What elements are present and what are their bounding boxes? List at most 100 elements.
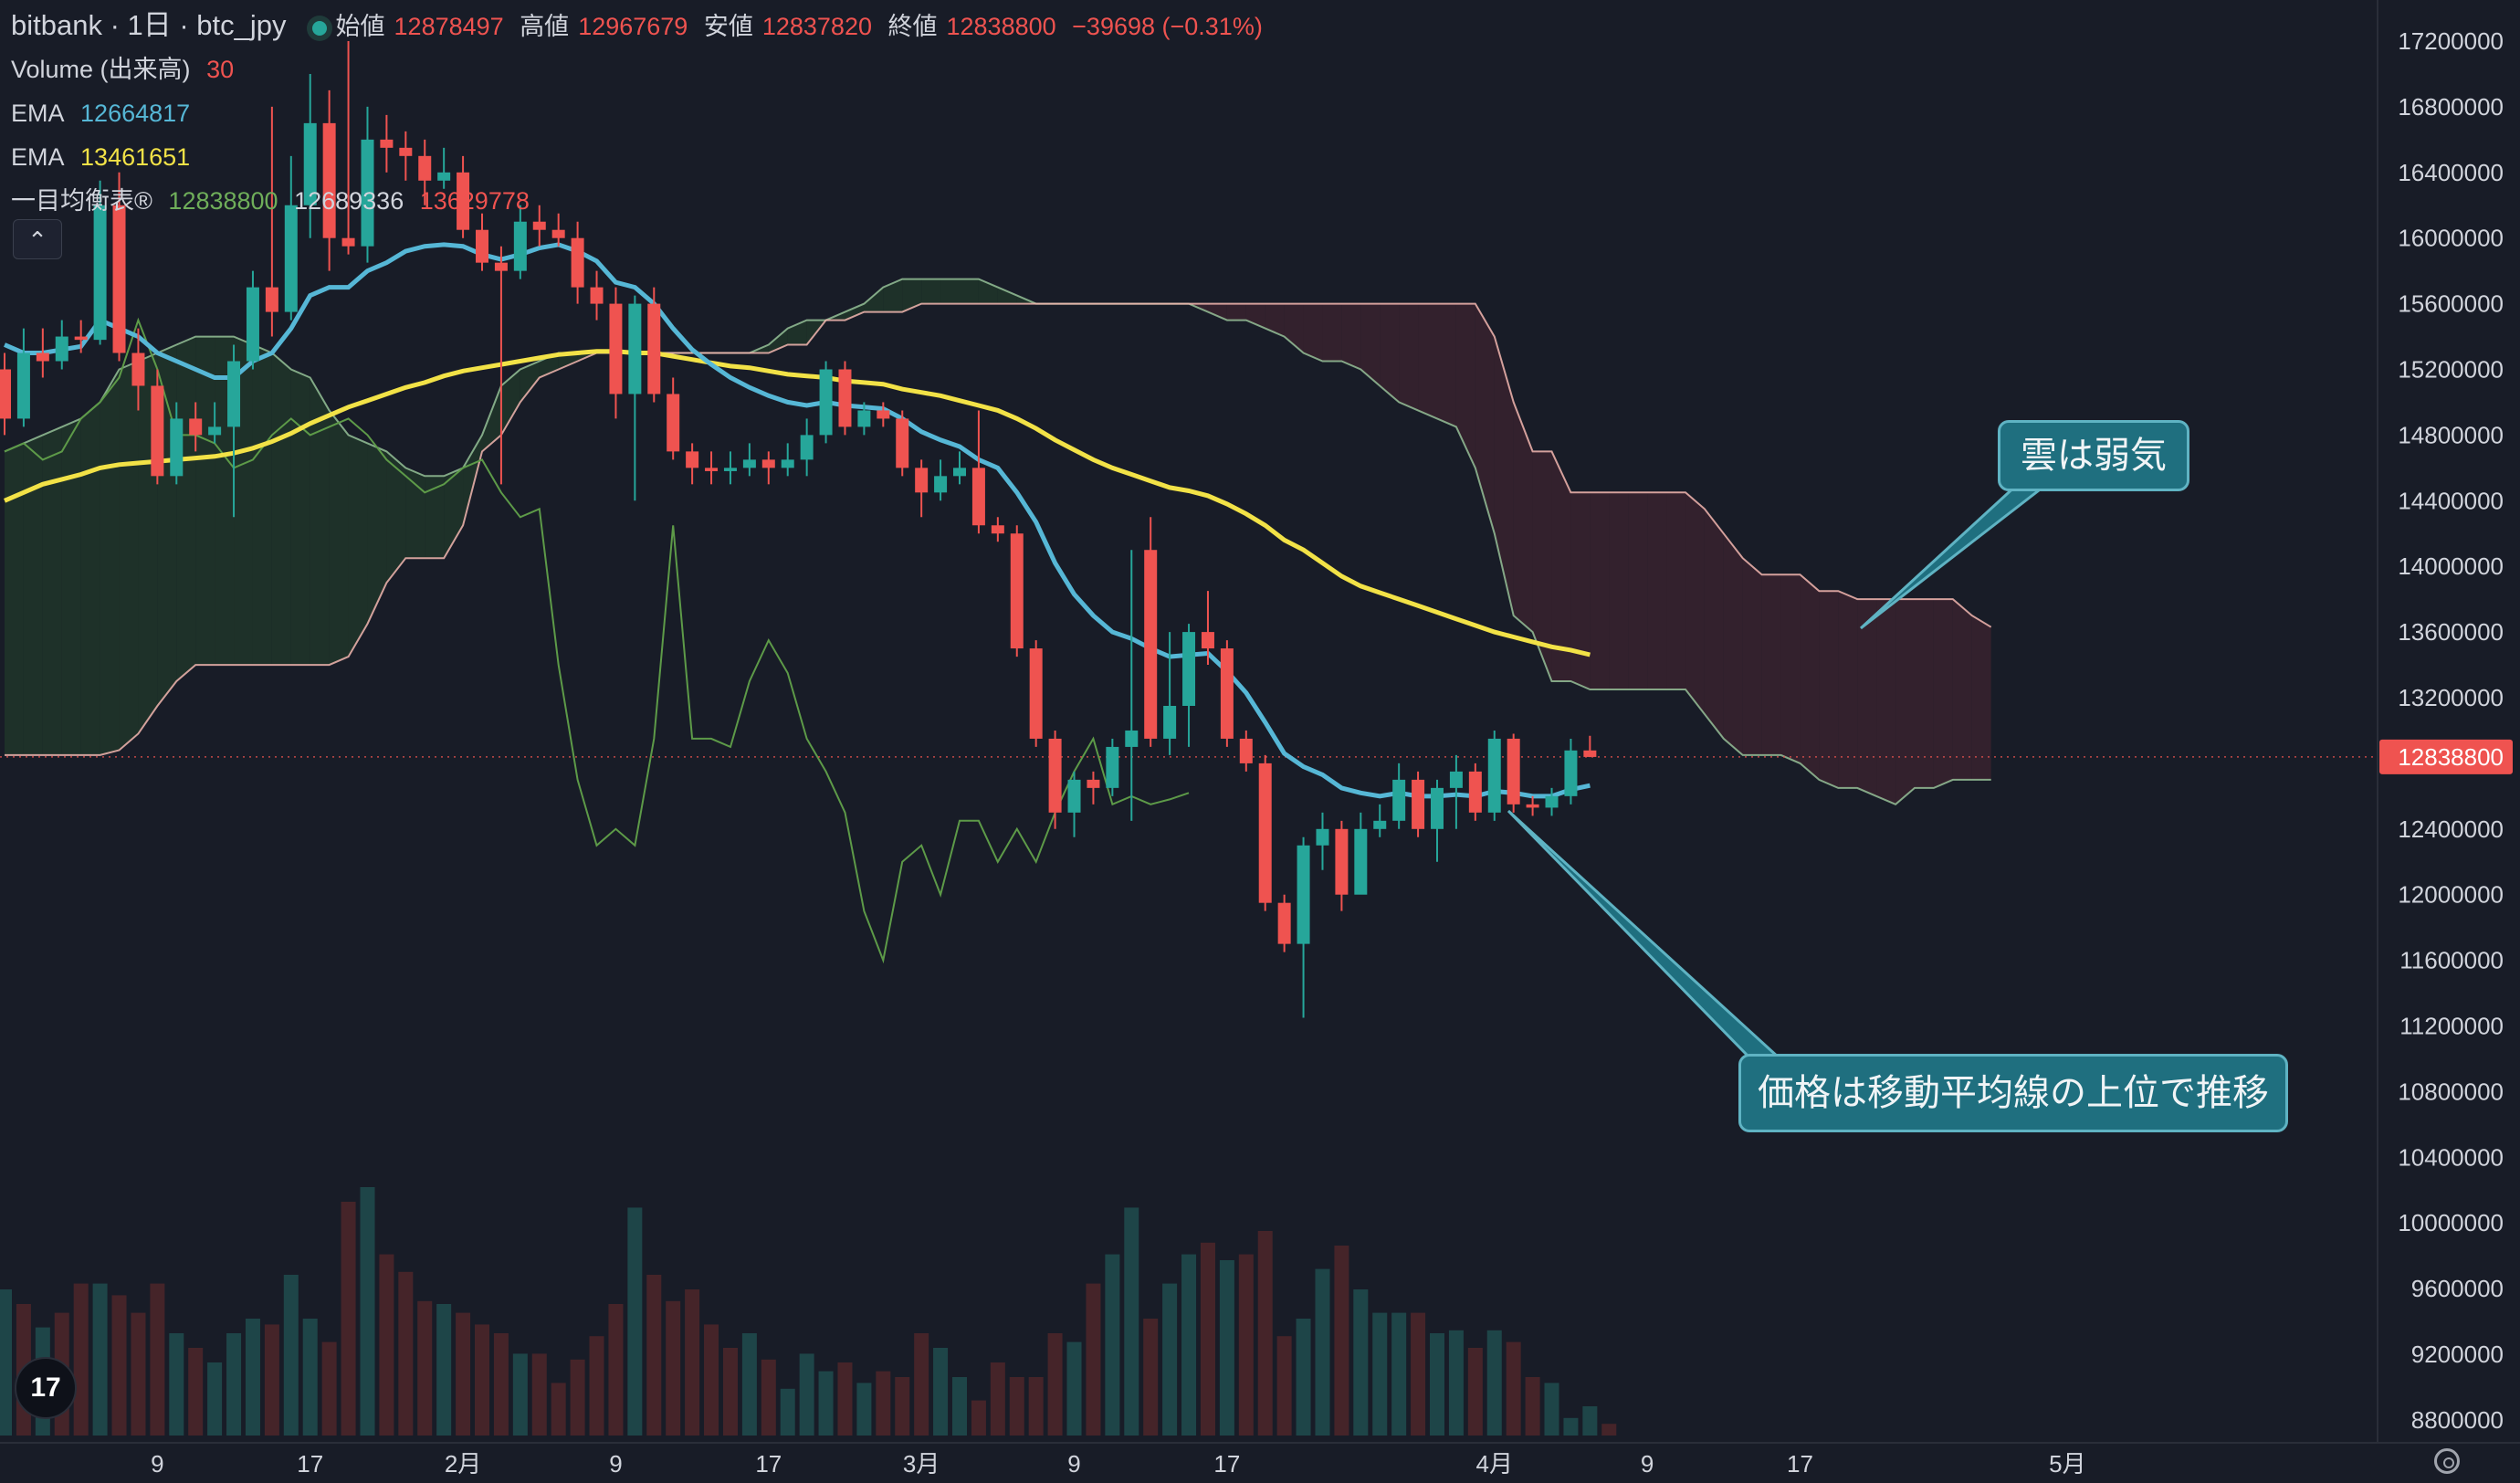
candle[interactable] xyxy=(1449,754,1463,829)
candles-layer[interactable] xyxy=(0,41,1597,1018)
candle[interactable] xyxy=(361,106,374,263)
legend-ema-long[interactable]: EMA 13461651 xyxy=(11,135,1472,179)
candle[interactable] xyxy=(399,131,413,181)
candle[interactable] xyxy=(1335,820,1349,911)
candle[interactable] xyxy=(93,180,107,345)
candle[interactable] xyxy=(151,369,164,485)
candle[interactable] xyxy=(265,106,278,337)
candle[interactable] xyxy=(322,89,336,271)
candle[interactable] xyxy=(476,213,488,271)
candle[interactable] xyxy=(1468,763,1482,821)
candle[interactable] xyxy=(877,402,890,427)
candle[interactable] xyxy=(418,139,432,205)
candle[interactable] xyxy=(857,402,871,436)
candle[interactable] xyxy=(551,213,565,247)
candle[interactable] xyxy=(457,155,470,238)
candle[interactable] xyxy=(1201,591,1214,666)
candle[interactable] xyxy=(1354,812,1368,895)
candle[interactable] xyxy=(1277,894,1291,952)
candle[interactable] xyxy=(915,459,929,518)
candle[interactable] xyxy=(1029,640,1043,747)
candle[interactable] xyxy=(1545,787,1559,816)
candle[interactable] xyxy=(227,344,241,518)
candle[interactable] xyxy=(55,320,68,370)
price-annotation-pointer[interactable] xyxy=(1507,809,1782,1059)
settings-icon[interactable] xyxy=(2434,1448,2460,1474)
candle[interactable] xyxy=(131,328,145,411)
legend-ichimoku[interactable]: 一目均衡表® 12838800 12689336 13629778 xyxy=(11,179,1472,223)
candle[interactable] xyxy=(819,361,833,444)
candle[interactable] xyxy=(723,451,737,485)
price-annotation[interactable]: 価格は移動平均線の上位で推移 xyxy=(1738,1054,2288,1132)
candle[interactable] xyxy=(1507,733,1520,813)
candle[interactable] xyxy=(74,320,88,353)
candle[interactable] xyxy=(341,41,355,255)
candle[interactable] xyxy=(1182,624,1196,747)
candle[interactable] xyxy=(1239,730,1253,772)
candle[interactable] xyxy=(303,73,317,238)
candle[interactable] xyxy=(513,205,527,279)
candle[interactable] xyxy=(494,246,508,485)
candle[interactable] xyxy=(380,114,394,173)
candle[interactable] xyxy=(1106,738,1119,796)
cloud-annotation[interactable]: 雲は弱気 xyxy=(1998,420,2189,491)
candle[interactable] xyxy=(1067,771,1081,837)
candle[interactable] xyxy=(896,410,909,477)
candle[interactable] xyxy=(1392,763,1406,829)
time-axis[interactable]: 9 17 2月 9 17 3月 9 17 4月 9 17 5月 xyxy=(151,1450,2085,1478)
candle[interactable] xyxy=(971,410,985,534)
candle[interactable] xyxy=(532,205,546,247)
candle[interactable] xyxy=(991,517,1004,542)
candle[interactable] xyxy=(1048,730,1062,829)
candle[interactable] xyxy=(800,418,814,477)
candle[interactable] xyxy=(1583,735,1597,758)
candle[interactable] xyxy=(437,147,451,189)
candle[interactable] xyxy=(1010,525,1024,657)
candle[interactable] xyxy=(246,270,259,370)
candle[interactable] xyxy=(686,443,699,485)
candle[interactable] xyxy=(1163,632,1177,755)
candle[interactable] xyxy=(1316,812,1329,870)
legend-collapse-button[interactable]: ⌃ xyxy=(13,219,62,259)
candle[interactable] xyxy=(590,270,604,321)
candle[interactable] xyxy=(1297,836,1310,1018)
candle[interactable] xyxy=(208,402,222,444)
candle[interactable] xyxy=(667,377,680,460)
candle[interactable] xyxy=(1220,640,1234,747)
candle[interactable] xyxy=(16,328,30,427)
candle[interactable] xyxy=(1412,771,1425,837)
legend-volume[interactable]: Volume (出来高) 30 xyxy=(11,47,1472,91)
candle[interactable] xyxy=(1144,517,1158,747)
candle[interactable] xyxy=(609,287,623,419)
price-axis[interactable]: 17200000 16800000 16400000 16000000 15600000… xyxy=(2379,27,2513,1434)
candle[interactable] xyxy=(36,328,49,378)
candle[interactable] xyxy=(0,352,11,436)
candle[interactable] xyxy=(761,451,775,485)
candle[interactable] xyxy=(1564,738,1578,805)
candle[interactable] xyxy=(1526,795,1539,816)
candle[interactable] xyxy=(284,155,298,321)
candle[interactable] xyxy=(628,295,642,501)
candle[interactable] xyxy=(838,361,852,436)
legend-ema-short[interactable]: EMA 12664817 xyxy=(11,91,1472,135)
candle[interactable] xyxy=(953,451,966,485)
candle[interactable] xyxy=(1258,754,1272,911)
annotation-pointers-layer[interactable] xyxy=(1507,482,2052,1059)
symbol-title[interactable]: bitbank · 1日 · btc_jpy xyxy=(11,9,287,41)
candle[interactable] xyxy=(781,443,794,477)
candle[interactable] xyxy=(647,287,661,403)
tradingview-logo[interactable]: 17 xyxy=(15,1357,77,1419)
candle[interactable] xyxy=(189,402,203,452)
candle[interactable] xyxy=(571,221,584,304)
current-price-tag[interactable] xyxy=(2379,739,2513,774)
candle[interactable] xyxy=(112,172,126,362)
candle[interactable] xyxy=(1487,730,1501,821)
candle[interactable] xyxy=(1087,771,1100,805)
candle[interactable] xyxy=(705,451,719,485)
candle[interactable] xyxy=(1431,779,1444,862)
candle[interactable] xyxy=(170,402,184,485)
candle[interactable] xyxy=(934,459,948,501)
candle[interactable] xyxy=(1125,550,1139,821)
